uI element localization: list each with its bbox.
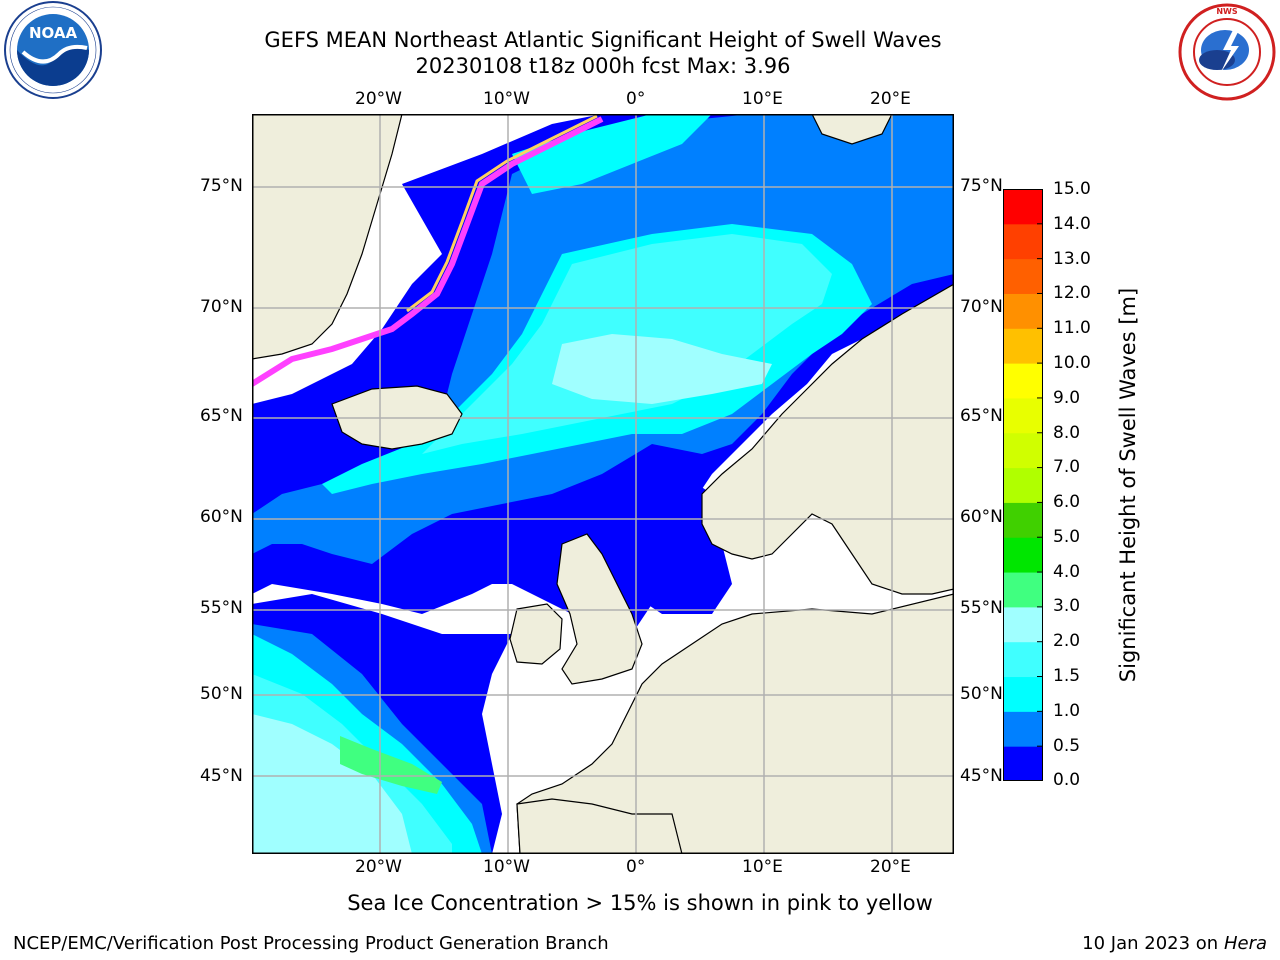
lat-label-left-60n: 60°N: [200, 507, 243, 527]
lat-label-left-65n: 65°N: [200, 406, 243, 426]
sea-ice-caption: Sea Ice Concentration > 15% is shown in …: [347, 891, 933, 915]
lat-label-right-60n: 60°N: [960, 507, 1003, 527]
colorbar-bin: [1003, 676, 1043, 712]
map-frame: [252, 114, 954, 854]
land-great-britain: [556, 533, 643, 685]
colorbar-bin: [1003, 363, 1043, 399]
sea-ice-greenland-yellow: [406, 114, 598, 313]
footer-date-text: 10 Jan 2023 on: [1082, 933, 1224, 954]
land-greenland: [252, 114, 403, 360]
lon-label-bottom-10e: 10°E: [742, 857, 783, 877]
colorbar-tick: 8.0: [1053, 423, 1081, 443]
lon-label-bottom-20w: 20°W: [355, 857, 402, 877]
colorbar-tick: 5.0: [1053, 527, 1081, 547]
land-ireland: [509, 603, 563, 665]
colorbar-bin: [1003, 258, 1043, 294]
lat-label-right-75n: 75°N: [960, 176, 1003, 196]
lat-label-left-50n: 50°N: [200, 684, 243, 704]
lon-label-top-10w: 10°W: [483, 89, 530, 109]
colorbar-bin: [1003, 189, 1043, 225]
lat-label-right-55n: 55°N: [960, 598, 1003, 618]
lon-label-top-0: 0°: [626, 89, 646, 109]
colorbar-tick: 1.0: [1053, 701, 1081, 721]
footer-credit: NCEP/EMC/Verification Post Processing Pr…: [13, 933, 609, 954]
colorbar-label-text: Significant Height of Swell Waves [m]: [1116, 287, 1140, 683]
colorbar-bin: [1003, 502, 1043, 538]
lat-label-right-65n: 65°N: [960, 406, 1003, 426]
swell-height-map: [252, 114, 954, 854]
colorbar-tick: 4.0: [1053, 562, 1081, 582]
colorbar-bin: [1003, 746, 1043, 781]
colorbar-bin: [1003, 711, 1043, 747]
map-gridlines: [252, 114, 954, 854]
colorbar-tick: 0.5: [1053, 736, 1081, 756]
colorbar-tick: 10.0: [1053, 353, 1091, 373]
colorbar-bin: [1003, 397, 1043, 434]
colorbar-tick: 0.0: [1053, 770, 1081, 790]
swell-field-1.0-1.5: [512, 114, 712, 194]
swell-field-2.0-3.0: [552, 334, 772, 404]
land-scandinavia: [701, 283, 954, 595]
svg-text:NWS: NWS: [1216, 7, 1238, 16]
colorbar-tick: 9.0: [1053, 388, 1081, 408]
title-line-1: GEFS MEAN Northeast Atlantic Significant…: [264, 28, 942, 52]
land-svalbard: [811, 114, 893, 145]
lat-label-left-75n: 75°N: [200, 176, 243, 196]
land-iberia: [516, 798, 683, 854]
colorbar-tick: 7.0: [1053, 457, 1081, 477]
colorbar-bin: [1003, 572, 1043, 608]
colorbar-bin: [1003, 467, 1043, 503]
lon-label-top-10e: 10°E: [742, 89, 783, 109]
colorbar-tick: 3.0: [1053, 596, 1081, 616]
lat-label-left-55n: 55°N: [200, 598, 243, 618]
colorbar-tick: 12.0: [1053, 283, 1091, 303]
colorbar-tick: 1.5: [1053, 666, 1081, 686]
lon-label-top-20w: 20°W: [355, 89, 402, 109]
svg-text:NOAA: NOAA: [29, 24, 78, 42]
lat-label-left-45n: 45°N: [200, 766, 243, 786]
lat-label-right-45n: 45°N: [960, 766, 1003, 786]
colorbar-tick: 14.0: [1053, 214, 1091, 234]
noaa-logo-icon: NOAA: [4, 1, 102, 99]
colorbar-tick: 11.0: [1053, 318, 1091, 338]
colorbar-label: Significant Height of Swell Waves [m]: [1115, 288, 1141, 682]
lon-label-top-20e: 20°E: [870, 89, 911, 109]
lon-label-bottom-20e: 20°E: [870, 857, 911, 877]
lat-label-right-70n: 70°N: [960, 297, 1003, 317]
lon-label-bottom-10w: 10°W: [483, 857, 530, 877]
colorbar-bin: [1003, 537, 1043, 573]
swell-field-3.0-4.0: [340, 736, 442, 794]
swell-field-sw-2.0: [252, 714, 412, 854]
colorbar-tick: 2.0: [1053, 631, 1081, 651]
colorbar: [1003, 189, 1043, 781]
chart-title: GEFS MEAN Northeast Atlantic Significant…: [0, 27, 1206, 79]
colorbar-bin: [1003, 223, 1043, 260]
colorbar-tick: 15.0: [1053, 179, 1091, 199]
colorbar-bin: [1003, 432, 1043, 469]
colorbar-frame: [1003, 189, 1043, 781]
lat-label-left-70n: 70°N: [200, 297, 243, 317]
lat-label-right-50n: 50°N: [960, 684, 1003, 704]
title-line-2: 20230108 t18z 000h fcst Max: 3.96: [415, 54, 791, 78]
colorbar-bin: [1003, 641, 1043, 678]
colorbar-tick: 13.0: [1053, 249, 1091, 269]
colorbar-bin: [1003, 606, 1043, 643]
colorbar-tick: 6.0: [1053, 492, 1081, 512]
footer-date: 10 Jan 2023 on Hera: [1082, 933, 1267, 954]
sea-ice-greenland: [252, 116, 604, 387]
nws-logo-icon: NWS: [1178, 3, 1276, 101]
colorbar-bin: [1003, 328, 1043, 364]
lon-label-bottom-0: 0°: [626, 857, 646, 877]
colorbar-bin: [1003, 293, 1043, 329]
footer-host: Hera: [1223, 933, 1267, 954]
